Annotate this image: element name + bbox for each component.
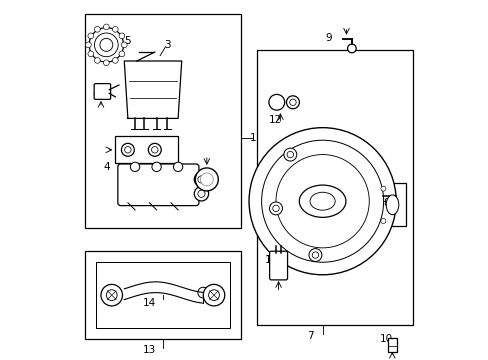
Bar: [115, 136, 178, 163]
Circle shape: [248, 128, 395, 275]
Text: 1: 1: [250, 133, 256, 143]
Bar: [84, 14, 241, 228]
Text: 11: 11: [264, 255, 278, 265]
Text: 12: 12: [268, 115, 281, 125]
Text: 5: 5: [124, 36, 131, 46]
Circle shape: [198, 287, 208, 298]
Text: 13: 13: [142, 345, 156, 355]
Circle shape: [286, 96, 299, 109]
Circle shape: [148, 143, 161, 156]
Polygon shape: [124, 61, 182, 118]
Circle shape: [272, 205, 279, 212]
Circle shape: [269, 202, 282, 215]
Circle shape: [88, 33, 94, 39]
Circle shape: [89, 28, 123, 62]
Text: 6: 6: [92, 90, 99, 100]
Circle shape: [195, 168, 218, 191]
Bar: [84, 251, 241, 339]
Circle shape: [198, 176, 204, 183]
Circle shape: [311, 252, 318, 258]
Circle shape: [100, 39, 113, 51]
Circle shape: [85, 42, 91, 48]
Circle shape: [268, 94, 284, 110]
Circle shape: [289, 99, 296, 105]
Circle shape: [94, 26, 100, 32]
Circle shape: [112, 26, 118, 32]
Circle shape: [130, 162, 140, 171]
Circle shape: [124, 147, 131, 153]
Circle shape: [380, 219, 385, 224]
Circle shape: [198, 190, 204, 197]
Text: 2: 2: [210, 176, 217, 186]
Bar: [95, 262, 230, 328]
Circle shape: [121, 42, 127, 48]
Circle shape: [151, 147, 158, 153]
Circle shape: [152, 162, 161, 171]
Circle shape: [308, 249, 321, 261]
Circle shape: [194, 186, 208, 201]
Circle shape: [106, 290, 117, 301]
Circle shape: [94, 58, 100, 63]
Circle shape: [286, 151, 293, 158]
Circle shape: [347, 44, 355, 53]
Circle shape: [103, 24, 109, 30]
Circle shape: [112, 58, 118, 63]
Circle shape: [119, 51, 124, 57]
Circle shape: [200, 173, 213, 186]
Text: 10: 10: [379, 334, 392, 344]
Text: 3: 3: [163, 40, 170, 50]
Circle shape: [173, 162, 183, 171]
Text: 8: 8: [382, 198, 389, 208]
Ellipse shape: [299, 185, 345, 217]
Circle shape: [94, 33, 118, 57]
Ellipse shape: [309, 192, 334, 210]
Text: 7: 7: [307, 330, 314, 341]
Circle shape: [194, 172, 208, 186]
Circle shape: [119, 33, 124, 39]
Text: 4: 4: [103, 162, 109, 172]
Bar: [378, 183, 405, 226]
Circle shape: [380, 186, 385, 191]
Circle shape: [88, 51, 94, 57]
FancyBboxPatch shape: [118, 164, 199, 206]
FancyBboxPatch shape: [94, 84, 110, 99]
Circle shape: [121, 143, 134, 156]
Text: 9: 9: [325, 33, 331, 43]
FancyBboxPatch shape: [269, 251, 287, 280]
Circle shape: [284, 148, 296, 161]
Text: 14: 14: [142, 298, 156, 308]
Bar: [257, 50, 412, 325]
Circle shape: [101, 284, 122, 306]
Bar: [387, 338, 396, 352]
Circle shape: [203, 284, 224, 306]
Circle shape: [103, 60, 109, 66]
Ellipse shape: [386, 195, 398, 215]
Circle shape: [208, 290, 219, 301]
